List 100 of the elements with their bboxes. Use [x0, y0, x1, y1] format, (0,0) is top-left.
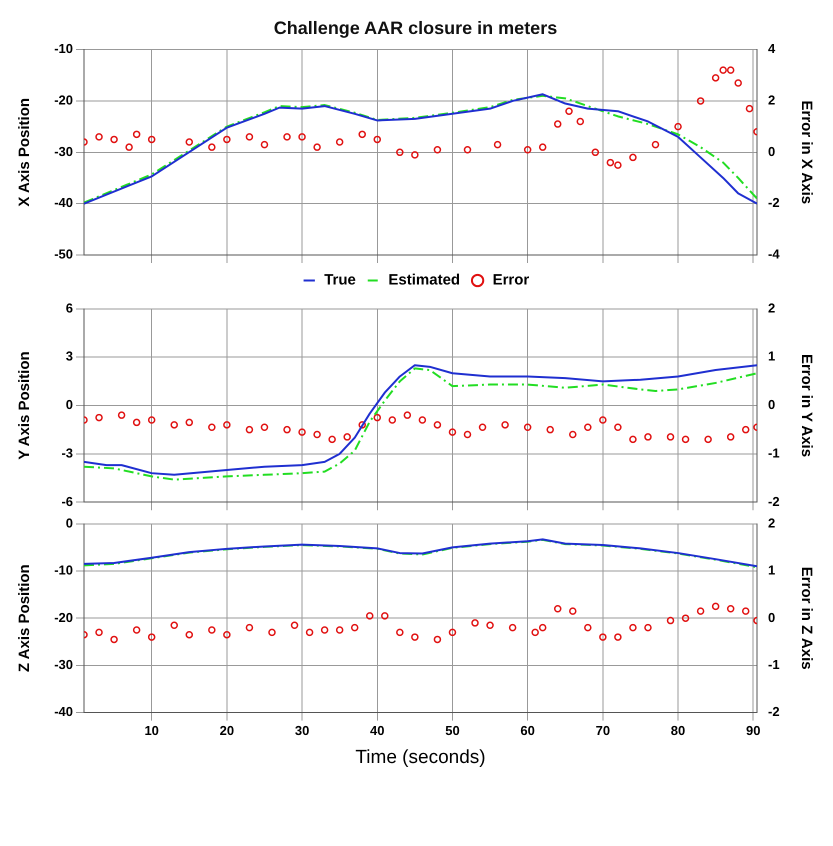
y2-tick-label: -2 [768, 494, 780, 509]
x-tick-label: 80 [670, 722, 686, 738]
point [208, 424, 216, 432]
point [501, 421, 509, 429]
point [148, 136, 156, 144]
point [644, 624, 652, 632]
x-tick-label: 10 [144, 722, 159, 738]
point [464, 430, 472, 438]
point [629, 436, 637, 444]
point [118, 411, 126, 419]
y-tick-label: -3 [61, 445, 73, 460]
point [734, 79, 742, 87]
point [554, 605, 562, 613]
point [614, 424, 622, 432]
point [434, 146, 442, 154]
point [95, 133, 103, 141]
y-axis-title: Y Axis Position [16, 351, 34, 460]
y-tick-label: -10 [54, 562, 73, 578]
point [629, 624, 637, 632]
point [565, 107, 573, 115]
point [313, 430, 321, 438]
point [524, 424, 532, 432]
x-tick-label: 90 [746, 722, 760, 738]
y-tick-label: -6 [61, 494, 73, 509]
y2-tick-label: 2 [768, 92, 776, 108]
point [358, 130, 366, 138]
point [696, 97, 704, 105]
point [742, 426, 750, 434]
point [652, 140, 660, 148]
y2-tick-label: 1 [768, 562, 776, 578]
point [584, 624, 592, 632]
point [95, 628, 103, 636]
y-tick-label: 0 [66, 515, 73, 530]
y2-tick-label: 1 [768, 348, 776, 364]
point [576, 118, 584, 126]
y-axis-title: Z Axis Position [16, 564, 34, 672]
point [381, 612, 389, 620]
y-tick-label: -10 [54, 41, 73, 56]
point [388, 416, 396, 424]
point [260, 424, 268, 432]
x-tick-label: 60 [520, 722, 535, 738]
point [306, 628, 314, 636]
y-axis-title: X Axis Position [16, 98, 34, 207]
point [704, 436, 712, 444]
y2-tick-label: -2 [768, 704, 780, 720]
point [471, 619, 479, 627]
point [170, 421, 178, 429]
point [358, 421, 366, 429]
point [374, 136, 382, 144]
y2-tick-label: 0 [768, 610, 776, 625]
point [674, 122, 682, 130]
y2-tick-label: -1 [768, 445, 780, 460]
point [712, 74, 720, 82]
point [208, 626, 216, 634]
y2-axis-title: Error in Z Axis [798, 566, 815, 670]
y-tick-label: -50 [54, 246, 73, 262]
point [508, 624, 516, 632]
point [132, 626, 140, 634]
point [246, 133, 254, 141]
point [546, 426, 554, 434]
x-tick-label: 70 [596, 722, 610, 738]
point [110, 136, 118, 144]
chart-title: Challenge AAR closure in meters [274, 18, 558, 38]
point [343, 433, 351, 441]
y-tick-label: 0 [66, 397, 73, 412]
point [283, 133, 291, 141]
point [336, 138, 344, 146]
point [434, 421, 442, 429]
point [726, 605, 734, 613]
y2-axis-title: Error in X Axis [798, 100, 815, 204]
point [336, 626, 344, 634]
point [538, 143, 546, 151]
point [614, 161, 622, 169]
point [478, 424, 486, 432]
point [186, 630, 194, 638]
point [554, 120, 562, 128]
point [434, 636, 442, 644]
point [592, 148, 600, 156]
point [726, 66, 734, 74]
point [404, 411, 412, 419]
point [223, 630, 231, 638]
point [132, 130, 140, 138]
point [448, 428, 456, 436]
point [396, 628, 404, 636]
point [746, 104, 754, 112]
point [719, 66, 727, 74]
x-tick-label: 30 [294, 722, 310, 738]
point [448, 628, 456, 636]
point [486, 622, 494, 630]
x-tick-label: 40 [370, 722, 384, 738]
point [366, 612, 374, 620]
y-tick-label: 3 [66, 348, 73, 364]
point [186, 138, 194, 146]
y-tick-label: -20 [54, 92, 73, 108]
legend-label: True [324, 272, 356, 289]
y2-tick-label: -2 [768, 195, 780, 210]
point [320, 626, 328, 634]
y2-tick-label: 0 [768, 144, 776, 159]
y-tick-label: -20 [54, 610, 73, 625]
point [298, 133, 306, 141]
